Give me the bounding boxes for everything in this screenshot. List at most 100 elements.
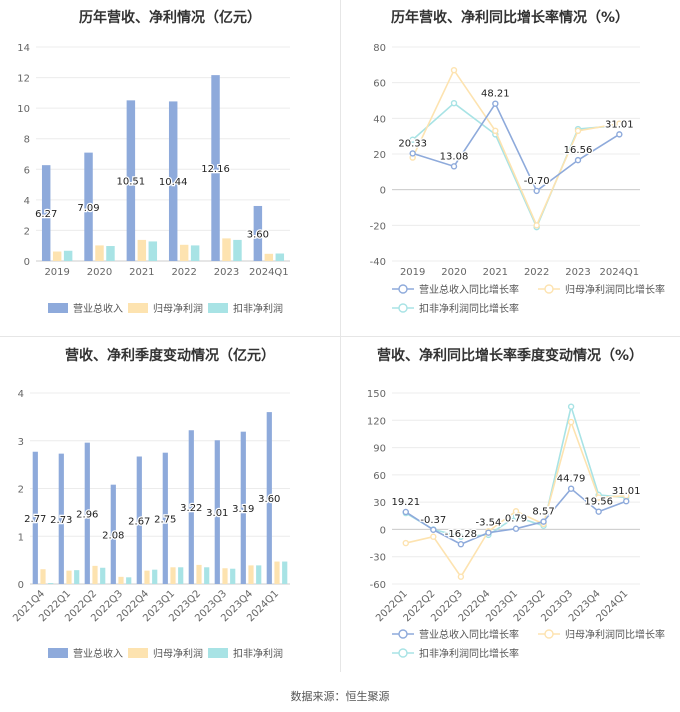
series-line-营业总收入同比增长率 xyxy=(412,102,620,193)
bar-value-label: 2.75 xyxy=(154,514,176,525)
series-line-扣非净利润同比增长率 xyxy=(412,102,620,230)
chart-title: 营收、净利季度变动情况（亿元） xyxy=(65,347,275,364)
quarterly-growth-rate-line-chart: 营收、净利同比增长率季度变动情况（%）-60-30030609012015020… xyxy=(367,347,665,660)
legend-swatch xyxy=(48,303,68,313)
x-tick-label: 2022 xyxy=(524,267,549,278)
bar-营业总收入 xyxy=(240,431,246,584)
bar-value-label: 3.60 xyxy=(258,494,280,505)
bar-value-label: 3.01 xyxy=(206,508,228,519)
bar-value-label: 10.51 xyxy=(117,177,146,188)
y-tick-label: -60 xyxy=(370,580,386,591)
data-point xyxy=(512,525,520,532)
point-value-label: -0.37 xyxy=(420,515,446,526)
data-point xyxy=(409,136,416,143)
y-tick-label: 6 xyxy=(24,165,30,176)
point-value-label: 20.33 xyxy=(398,138,427,149)
bar-营业总收入 xyxy=(41,165,51,261)
bar-归母净利润 xyxy=(264,253,274,261)
y-tick-label: 20 xyxy=(373,150,386,161)
legend-swatch-marker xyxy=(398,648,408,658)
data-point xyxy=(595,494,602,501)
bar-归母净利润 xyxy=(66,570,72,584)
x-tick-label: 2019 xyxy=(400,267,425,278)
legend-swatch xyxy=(48,648,68,658)
y-tick-label: 0 xyxy=(380,525,386,536)
bar-扣非净利润 xyxy=(230,568,236,584)
bar-value-label: 12.16 xyxy=(201,164,230,175)
bar-扣非净利润 xyxy=(106,246,115,261)
y-tick-label: 120 xyxy=(367,416,386,427)
point-value-label: 19.21 xyxy=(391,497,420,508)
horizontal-divider xyxy=(0,336,680,337)
bar-营业总收入 xyxy=(136,456,142,584)
bar-营业总收入 xyxy=(84,152,93,261)
x-tick-label: 2023 xyxy=(565,267,590,278)
y-tick-label: -40 xyxy=(370,257,386,268)
x-tick-label: 2021 xyxy=(483,267,508,278)
bar-归母净利润 xyxy=(222,238,231,261)
y-tick-label: 10 xyxy=(17,104,30,115)
data-point xyxy=(533,187,540,195)
data-point xyxy=(402,539,409,547)
bar-value-label: 7.09 xyxy=(77,203,99,214)
legend-swatch-marker xyxy=(398,284,408,294)
y-tick-label: 30 xyxy=(373,498,386,509)
chart-title: 历年营收、净利同比增长率情况（%） xyxy=(391,9,629,26)
y-tick-label: 8 xyxy=(24,135,30,146)
legend-label: 归母净利润同比增长率 xyxy=(565,628,665,641)
bar-营业总收入 xyxy=(162,452,168,584)
legend-label: 营业总收入 xyxy=(73,302,123,315)
data-point xyxy=(457,541,465,548)
point-value-label: 13.08 xyxy=(440,151,469,162)
data-point xyxy=(492,127,499,135)
chart-title: 营收、净利同比增长率季度变动情况（%） xyxy=(377,347,643,364)
legend-label: 扣非净利润 xyxy=(233,302,283,315)
bar-扣非净利润 xyxy=(100,567,106,584)
y-tick-label: 40 xyxy=(373,114,386,125)
bar-扣非净利润 xyxy=(233,239,242,261)
data-point xyxy=(567,403,575,410)
bar-营业总收入 xyxy=(168,101,178,261)
y-tick-label: 14 xyxy=(17,43,30,54)
bar-扣非净利润 xyxy=(178,567,184,584)
y-tick-label: 0 xyxy=(18,580,24,591)
data-point xyxy=(450,66,458,74)
legend-swatch-marker xyxy=(544,629,554,639)
bar-归母净利润 xyxy=(118,576,124,584)
bar-归母净利润 xyxy=(222,568,228,584)
bar-value-label: 10.44 xyxy=(159,177,188,188)
data-point xyxy=(485,529,492,536)
point-value-label: 8.57 xyxy=(532,507,554,518)
legend-label: 扣非净利润同比增长率 xyxy=(419,647,519,660)
data-point xyxy=(574,156,582,164)
series-line-归母净利润同比增长率 xyxy=(411,68,620,228)
bar-归母净利润 xyxy=(179,244,189,261)
data-point xyxy=(430,533,437,540)
legend-swatch-marker xyxy=(398,629,408,639)
bar-营业总收入 xyxy=(211,75,220,261)
data-point xyxy=(540,518,547,525)
bar-归母净利润 xyxy=(274,561,280,584)
x-tick-label: 2020 xyxy=(441,267,466,278)
bar-归母净利润 xyxy=(196,564,202,584)
y-tick-label: 60 xyxy=(373,471,386,482)
bar-归母净利润 xyxy=(95,245,104,261)
legend-label: 营业总收入同比增长率 xyxy=(419,628,519,641)
bar-扣非净利润 xyxy=(126,577,132,584)
y-tick-label: 2 xyxy=(18,485,24,496)
bar-归母净利润 xyxy=(170,567,176,584)
point-value-label: 16.56 xyxy=(564,145,593,156)
data-point xyxy=(430,526,437,533)
bar-归母净利润 xyxy=(92,565,98,584)
legend-swatch xyxy=(128,303,148,313)
data-point xyxy=(616,120,623,127)
data-point xyxy=(623,498,630,505)
data-point xyxy=(512,508,520,515)
data-point xyxy=(457,533,465,540)
bar-value-label: 2.96 xyxy=(76,509,98,520)
bar-营业总收入 xyxy=(214,440,220,584)
point-value-label: 0.79 xyxy=(505,514,527,525)
data-point xyxy=(409,150,416,157)
bar-扣非净利润 xyxy=(256,565,262,584)
